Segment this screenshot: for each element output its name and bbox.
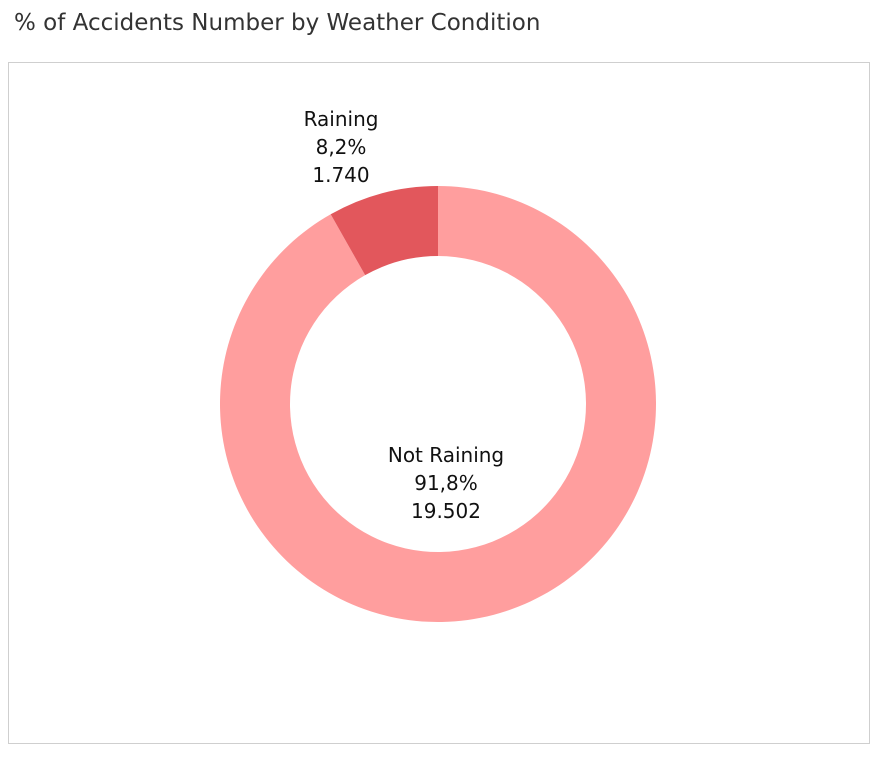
slice-raining[interactable] bbox=[330, 186, 438, 276]
label-not-raining-percent: 91,8% bbox=[414, 471, 478, 495]
label-not-raining: Not Raining 91,8% 19.502 bbox=[388, 443, 504, 523]
label-raining-percent: 8,2% bbox=[316, 135, 367, 159]
label-raining-value: 1.740 bbox=[312, 163, 369, 187]
label-not-raining-name: Not Raining bbox=[388, 443, 504, 467]
label-raining-name: Raining bbox=[304, 107, 379, 131]
slice-not-raining[interactable] bbox=[219, 186, 656, 622]
label-raining: Raining 8,2% 1.740 bbox=[304, 107, 379, 187]
label-not-raining-value: 19.502 bbox=[411, 499, 481, 523]
chart-title: % of Accidents Number by Weather Conditi… bbox=[14, 10, 541, 36]
chart-frame bbox=[8, 62, 870, 744]
